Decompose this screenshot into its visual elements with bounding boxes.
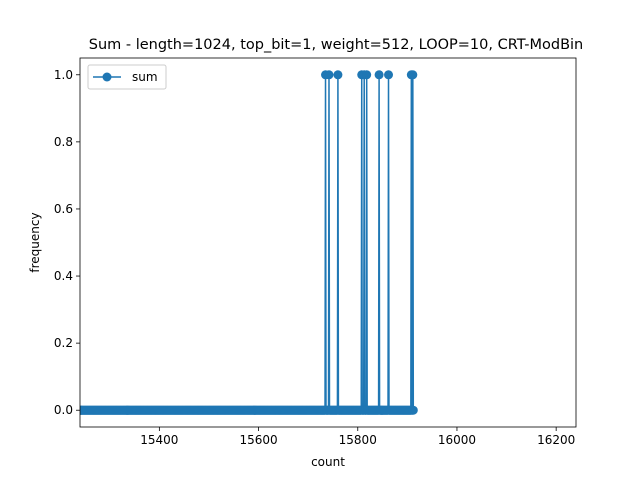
legend-box [87, 64, 167, 90]
chart-title: Sum - length=1024, top_bit=1, weight=512… [89, 37, 584, 53]
plot-area [80, 70, 418, 415]
data-point [362, 70, 372, 80]
y-tick-label: 0.6 [54, 202, 73, 216]
data-point [408, 70, 418, 80]
y-axis-label: frequency [28, 212, 42, 272]
y-tick-label: 0.8 [54, 135, 73, 149]
data-point [408, 405, 418, 415]
legend: sum [87, 64, 167, 90]
x-tick-label: 15400 [140, 433, 178, 447]
x-tick-label: 16200 [537, 433, 575, 447]
legend-marker-sample [102, 72, 112, 82]
x-tick-label: 15600 [239, 433, 277, 447]
y-tick-label: 0.4 [54, 269, 73, 283]
x-axis: 15400 15600 15800 16000 16200 [140, 427, 575, 447]
data-point [324, 70, 334, 80]
y-axis: 0.0 0.2 0.4 0.6 0.8 1.0 [54, 68, 80, 417]
x-tick-label: 16000 [438, 433, 476, 447]
plot-frame [79, 57, 577, 428]
data-point [333, 70, 343, 80]
y-tick-label: 1.0 [54, 68, 73, 82]
x-tick-label: 15800 [339, 433, 377, 447]
x-axis-label: count [311, 455, 345, 469]
y-tick-label: 0.0 [54, 403, 73, 417]
data-point [384, 70, 394, 80]
legend-entry-sum: sum [132, 70, 158, 84]
data-point [374, 70, 384, 80]
y-tick-label: 0.2 [54, 336, 73, 350]
